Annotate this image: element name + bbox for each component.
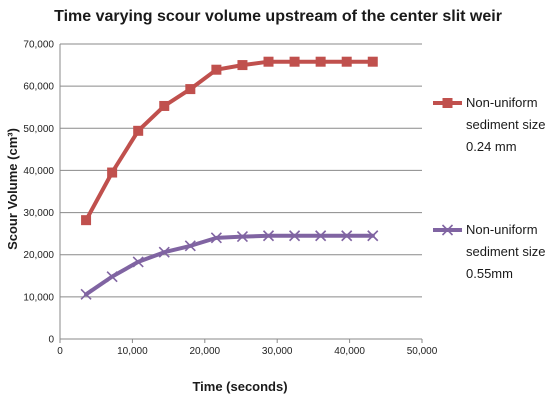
series-group <box>80 56 379 300</box>
series-line <box>84 59 375 223</box>
data-point-square <box>315 56 326 67</box>
marker-stroke <box>132 256 144 268</box>
y-tick-label: 50,000 <box>23 124 54 135</box>
marker-stroke <box>441 224 454 236</box>
marker-stroke <box>184 240 196 252</box>
data-point-x <box>262 230 275 242</box>
y-tick-labels: 0 10,000 20,000 30,000 40,000 50,000 60,000 70,… <box>23 40 54 346</box>
y-tick-label: 0 <box>48 335 54 346</box>
data-point-x <box>184 240 196 252</box>
data-point-x <box>441 224 454 236</box>
legend-label: Non-uniform <box>466 95 538 110</box>
series-line <box>84 233 375 297</box>
y-axis-title: Scour Volume (cm³) <box>5 128 20 250</box>
data-point-square <box>289 56 300 67</box>
chart-title: Time varying scour volume upstream of th… <box>54 8 502 25</box>
y-tick-label: 30,000 <box>23 208 54 219</box>
data-point-square <box>107 167 118 178</box>
x-tick-label: 30,000 <box>262 346 293 357</box>
x-axis-title: Time (seconds) <box>192 379 287 394</box>
x-tick-label: 40,000 <box>334 346 365 357</box>
data-point-x <box>132 256 144 268</box>
data-point-x <box>210 232 222 244</box>
marker-stroke <box>158 246 170 258</box>
data-point-square <box>211 64 222 75</box>
data-point-square <box>237 60 248 71</box>
data-point-square <box>81 215 92 226</box>
data-point-square <box>341 56 352 67</box>
y-tick-label: 40,000 <box>23 166 54 177</box>
data-point-x <box>158 246 170 258</box>
legend-label: sediment size <box>466 117 545 132</box>
x-tick-label: 50,000 <box>407 346 438 357</box>
legend-label: 0.24 mm <box>466 139 517 154</box>
marker-stroke <box>367 230 379 242</box>
x-tick-labels: 0 10,000 20,000 30,000 40,000 50,000 <box>57 346 438 357</box>
data-point-square <box>442 98 453 108</box>
marker-stroke <box>106 271 118 283</box>
y-tick-label: 70,000 <box>23 40 54 51</box>
x-tick-label: 0 <box>57 346 63 357</box>
legend-label: Non-uniform <box>466 222 538 237</box>
data-point-x <box>341 230 353 242</box>
data-point-square <box>185 84 196 95</box>
marker-stroke <box>236 231 249 243</box>
legend-label: sediment size <box>466 244 545 259</box>
legend-label: 0.55mm <box>466 266 513 281</box>
x-tick-label: 10,000 <box>117 346 148 357</box>
marker-stroke <box>289 230 301 242</box>
data-point-x <box>106 271 118 283</box>
legend: Non-uniform sediment size 0.24 mm Non-unifo… <box>433 95 545 281</box>
marker-stroke <box>341 230 353 242</box>
data-point-square <box>263 56 274 67</box>
marker-stroke <box>315 230 327 242</box>
y-tick-label: 10,000 <box>23 292 54 303</box>
data-point-square <box>367 56 378 67</box>
marker-stroke <box>80 288 92 300</box>
data-point-x <box>289 230 301 242</box>
axes <box>59 44 423 343</box>
data-point-square <box>133 125 144 136</box>
x-tick-label: 20,000 <box>190 346 221 357</box>
y-tick-label: 20,000 <box>23 250 54 261</box>
data-point-x <box>236 231 249 243</box>
gridlines <box>60 43 422 298</box>
data-point-x <box>367 230 379 242</box>
data-point-x <box>80 288 92 300</box>
marker-stroke <box>262 230 275 242</box>
data-point-x <box>315 230 327 242</box>
marker-stroke <box>210 232 222 244</box>
data-point-square <box>159 100 170 111</box>
y-tick-label: 60,000 <box>23 82 54 93</box>
